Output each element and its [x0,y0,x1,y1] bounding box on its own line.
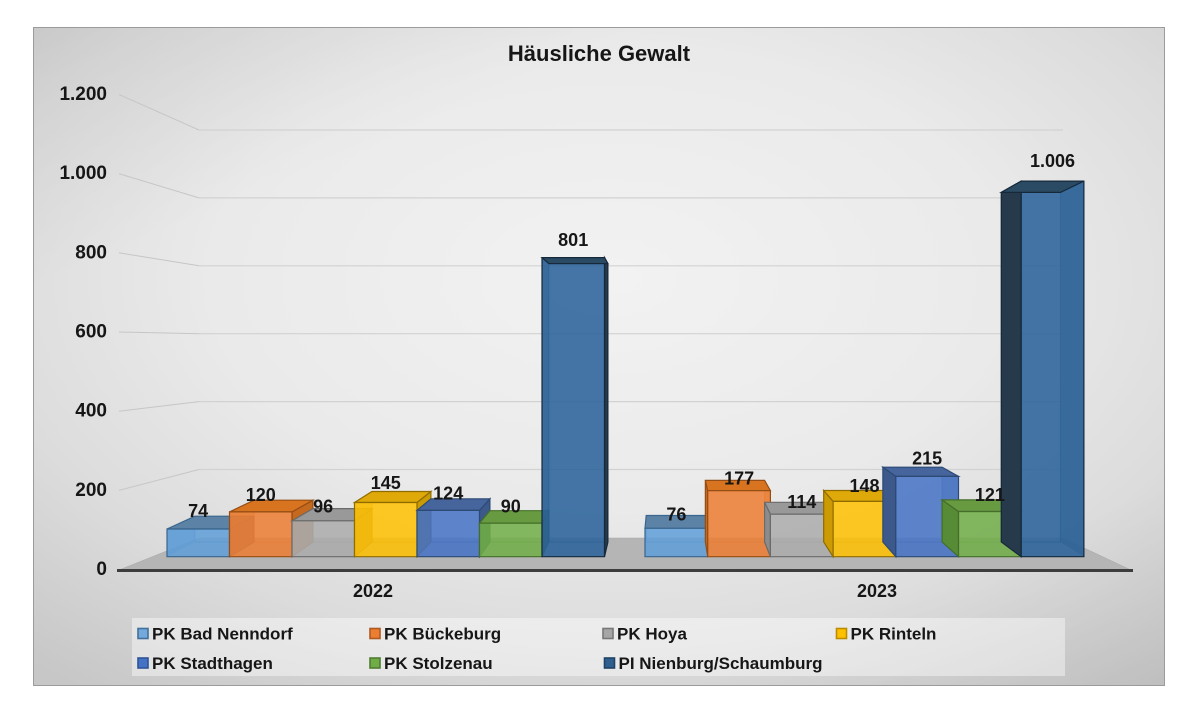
svg-text:Häusliche Gewalt: Häusliche Gewalt [508,41,691,66]
svg-text:400: 400 [75,401,107,422]
svg-text:124: 124 [433,483,463,503]
svg-text:1.000: 1.000 [59,163,107,184]
svg-text:PK Bad Nenndorf: PK Bad Nenndorf [152,625,293,644]
svg-text:2022: 2022 [353,581,393,601]
svg-text:96: 96 [313,496,333,516]
svg-text:74: 74 [188,501,208,521]
svg-text:1.200: 1.200 [59,84,107,105]
svg-text:800: 800 [75,242,107,263]
svg-text:PK Hoya: PK Hoya [617,625,687,644]
svg-text:148: 148 [849,476,879,496]
svg-text:PK Stadthagen: PK Stadthagen [152,654,273,673]
svg-text:801: 801 [558,230,588,250]
svg-text:0: 0 [96,559,107,580]
svg-text:76: 76 [666,505,686,525]
svg-text:PK Rinteln: PK Rinteln [851,625,937,644]
svg-text:200: 200 [75,480,107,501]
svg-text:121: 121 [975,485,1005,505]
svg-text:120: 120 [246,485,276,505]
svg-text:600: 600 [75,322,107,343]
svg-text:2023: 2023 [857,581,897,601]
svg-text:PK Bückeburg: PK Bückeburg [384,625,501,644]
svg-text:215: 215 [912,449,942,469]
svg-text:145: 145 [371,473,401,493]
svg-text:114: 114 [787,492,816,512]
svg-text:90: 90 [501,496,521,516]
svg-text:1.006: 1.006 [1030,151,1075,171]
svg-text:PK Stolzenau: PK Stolzenau [384,654,493,673]
svg-text:PI Nienburg/Schaumburg: PI Nienburg/Schaumburg [619,654,823,673]
svg-text:177: 177 [724,468,754,488]
